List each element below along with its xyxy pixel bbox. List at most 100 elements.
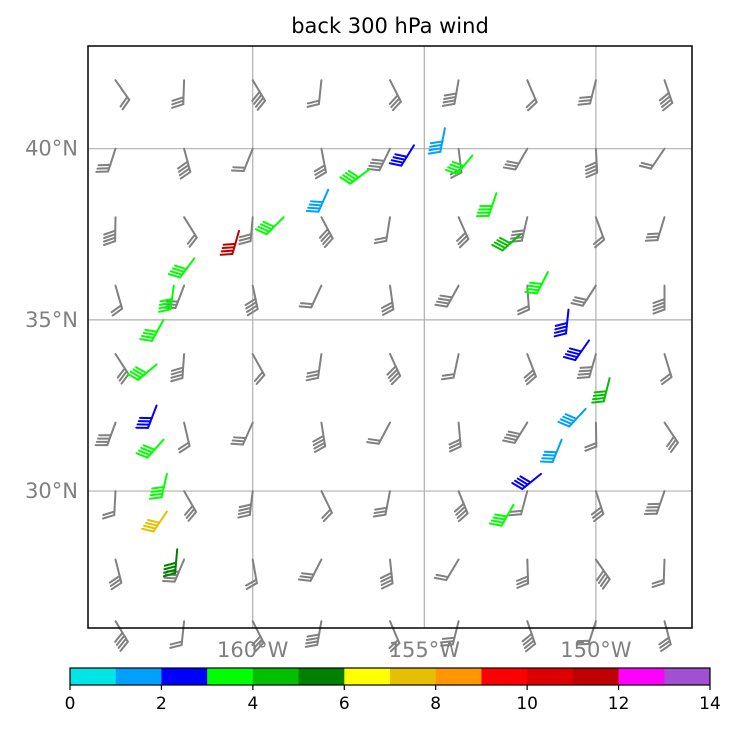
barb-feather bbox=[505, 433, 520, 439]
highlighted-wind-barb bbox=[305, 188, 330, 213]
barb-feather bbox=[179, 170, 192, 180]
barb-feather bbox=[522, 636, 534, 646]
barb-feather bbox=[448, 438, 462, 446]
barb-feather bbox=[601, 578, 611, 590]
barb-feather bbox=[455, 505, 466, 516]
barb-feather bbox=[307, 206, 321, 210]
barb-feather bbox=[526, 375, 537, 386]
barb-feather bbox=[390, 97, 401, 109]
wind-barb bbox=[576, 353, 597, 379]
barb-feather bbox=[651, 578, 665, 585]
barb-feather bbox=[318, 228, 329, 239]
barb-feather bbox=[305, 636, 320, 641]
wind-barb bbox=[584, 421, 598, 452]
wind-barb bbox=[577, 79, 597, 106]
barb-feather bbox=[254, 96, 265, 108]
barb-feather bbox=[662, 101, 674, 112]
barb-feather bbox=[479, 204, 494, 208]
barb-feather bbox=[599, 575, 609, 587]
barb-feather bbox=[381, 301, 394, 309]
highlighted-wind-barb bbox=[135, 438, 165, 459]
colorbar-frame bbox=[69, 667, 711, 686]
barb-feather bbox=[591, 396, 606, 401]
barb-feather bbox=[390, 159, 405, 164]
barb-feather bbox=[305, 640, 319, 645]
barb-feather bbox=[651, 582, 665, 589]
barb-feather bbox=[442, 99, 457, 104]
colorbar-tick-label: 4 bbox=[247, 694, 258, 714]
barb-feather bbox=[120, 373, 130, 385]
barb-feather bbox=[158, 304, 172, 310]
wind-barb bbox=[177, 421, 191, 454]
barb-feather bbox=[95, 170, 110, 173]
barb-feather bbox=[559, 418, 573, 425]
barb-feather bbox=[578, 369, 593, 373]
barb-feather bbox=[158, 308, 172, 313]
barb-feather bbox=[659, 640, 671, 649]
wind-barb bbox=[386, 353, 402, 386]
wind-barb bbox=[663, 421, 679, 453]
barb-feather bbox=[144, 328, 158, 333]
barb-feather bbox=[103, 236, 117, 243]
barb-feather bbox=[387, 368, 399, 379]
barb-feather bbox=[323, 237, 334, 249]
barb-feather bbox=[300, 302, 314, 306]
barb-feather bbox=[170, 366, 185, 372]
barb-feather bbox=[139, 338, 153, 342]
barb-feather bbox=[592, 509, 604, 519]
highlighted-wind-barb bbox=[524, 271, 549, 295]
barb-feather bbox=[379, 571, 393, 580]
barb-feather bbox=[646, 506, 660, 509]
barb-feather bbox=[428, 147, 442, 152]
barb-feather bbox=[490, 519, 505, 524]
barb-feather bbox=[230, 442, 244, 446]
wind-barb bbox=[381, 284, 395, 316]
wind-barb bbox=[508, 490, 529, 517]
barb-feather bbox=[220, 249, 235, 253]
wind-barb bbox=[456, 216, 470, 249]
lon-tick-label: 160°W bbox=[217, 638, 289, 662]
barb-feather bbox=[643, 512, 658, 515]
barb-feather bbox=[178, 444, 191, 454]
barb-feather bbox=[339, 176, 352, 185]
barb-feather bbox=[449, 163, 463, 170]
barb-feather bbox=[542, 454, 557, 457]
wind-barb bbox=[575, 620, 597, 646]
barb-feather bbox=[262, 220, 276, 228]
barb-feather bbox=[163, 568, 177, 574]
barb-feather bbox=[594, 238, 606, 249]
barb-feather bbox=[453, 502, 465, 513]
barb-feather bbox=[305, 376, 320, 382]
barb-feather bbox=[306, 99, 321, 105]
barb-feather bbox=[443, 92, 458, 97]
barb-feather bbox=[96, 167, 111, 170]
colorbar-segment bbox=[435, 668, 482, 685]
barb-feather bbox=[232, 166, 247, 169]
wind-barb bbox=[183, 216, 198, 248]
wind-barb bbox=[238, 216, 254, 246]
wind-barb bbox=[177, 147, 192, 180]
barb-feather bbox=[577, 372, 592, 376]
barb-feather bbox=[141, 527, 155, 533]
barb-feather bbox=[253, 371, 264, 382]
wind-barb bbox=[251, 353, 266, 385]
barb-feather bbox=[652, 308, 666, 315]
barb-feather bbox=[652, 298, 666, 305]
barb-feather bbox=[388, 162, 403, 167]
barb-feather bbox=[222, 242, 237, 246]
barb-feather bbox=[163, 565, 177, 571]
barb-feather bbox=[525, 287, 540, 292]
barb-feather bbox=[554, 322, 569, 327]
wind-barb bbox=[448, 421, 462, 453]
barb-feather bbox=[374, 236, 388, 241]
colorbar-tick-label: 14 bbox=[699, 694, 721, 714]
barb-feather bbox=[527, 284, 542, 289]
barb-feather bbox=[137, 420, 152, 423]
barb-feather bbox=[310, 200, 324, 204]
barb-feather bbox=[557, 420, 571, 428]
barb-feather bbox=[174, 264, 188, 271]
barb-feather bbox=[576, 639, 591, 643]
barb-feather bbox=[297, 578, 312, 582]
colorbar-segment bbox=[207, 668, 254, 685]
barb-feather bbox=[306, 633, 321, 638]
